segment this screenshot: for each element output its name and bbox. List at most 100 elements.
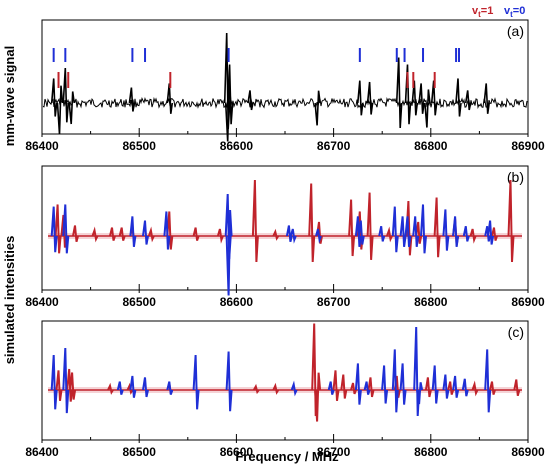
plot-frame <box>41 19 529 135</box>
spectral-line <box>91 226 99 243</box>
spectral-line <box>128 87 136 112</box>
legend-vt1: vt=1 <box>472 5 493 19</box>
spectral-line <box>399 363 407 405</box>
spectral-line <box>357 220 365 245</box>
spectral-line <box>415 221 423 244</box>
spectral-line <box>166 211 174 250</box>
spectral-line <box>381 365 389 404</box>
x-tick-label: 86800 <box>414 295 448 309</box>
spectral-line <box>290 380 298 397</box>
spectral-line <box>72 225 79 243</box>
spectral-line <box>404 216 412 247</box>
spectral-line <box>395 57 403 129</box>
x-tick-label: 86500 <box>123 295 157 309</box>
spectral-line <box>142 220 149 245</box>
spectral-line <box>391 206 399 253</box>
spectral-line <box>225 351 233 412</box>
spectral-line <box>433 197 441 258</box>
x-tick-label: 86600 <box>220 445 254 459</box>
x-tick-label: 86800 <box>414 139 448 153</box>
x-tick-label: 86700 <box>317 445 351 459</box>
x-tick-label: 86400 <box>25 445 59 459</box>
spectral-line <box>350 382 357 395</box>
spectral-line <box>56 85 64 135</box>
spectral-line <box>166 83 174 114</box>
spectral-line <box>62 67 70 123</box>
spectral-line <box>464 90 472 111</box>
spectral-line <box>452 216 460 247</box>
x-tick-label: 86900 <box>511 139 545 153</box>
spectral-line <box>272 228 280 241</box>
spectral-line <box>147 226 155 243</box>
spectral-line <box>314 372 322 422</box>
spectral-line <box>272 382 280 395</box>
spectral-line <box>285 225 293 243</box>
spectral-line <box>442 374 450 399</box>
spectral-line <box>252 383 260 395</box>
spectral-line <box>62 204 70 254</box>
x-tick-label: 86900 <box>511 445 545 459</box>
spectral-line <box>50 78 58 117</box>
spectral-line <box>107 382 114 395</box>
panel-c: 86400 86500 86600 86700 86800 86900 (c) <box>25 320 545 459</box>
spectral-line <box>129 216 137 247</box>
spectral-line <box>442 209 450 251</box>
spectral-line <box>411 80 419 116</box>
panel-label: (a) <box>507 23 524 39</box>
x-tick-label: 86500 <box>123 445 157 459</box>
spectral-line <box>366 81 374 115</box>
x-tick-label: 86800 <box>414 445 448 459</box>
spectral-line <box>50 354 58 410</box>
spectral-line <box>332 370 340 401</box>
spectral-line <box>327 381 335 395</box>
spectral-line <box>109 227 116 241</box>
spectral-line <box>412 216 420 247</box>
spectral-line <box>452 375 460 398</box>
spectral-line <box>507 179 515 263</box>
x-tick-label: 86700 <box>317 139 351 153</box>
x-tick-label: 86400 <box>25 139 59 153</box>
x-tick-label: 86600 <box>220 139 254 153</box>
spectral-line <box>378 226 386 242</box>
spectral-line <box>484 349 492 413</box>
spectral-line <box>315 228 322 244</box>
spectral-line <box>462 226 470 242</box>
spectral-line <box>357 80 364 116</box>
spectral-line <box>483 83 490 114</box>
y-axis-title-bottom: simulated intensities <box>2 236 17 365</box>
spectral-line <box>354 363 362 405</box>
spectral-line <box>118 227 126 241</box>
spectral-line <box>416 382 424 405</box>
panel-a: 86400 86500 86600 86700 86800 86900 (a) <box>25 19 545 153</box>
spectral-line <box>308 183 316 263</box>
spectral-line <box>163 211 171 250</box>
spectral-line <box>166 381 174 395</box>
spectral-line <box>50 206 58 253</box>
spectral-line <box>489 381 496 395</box>
x-tick-label: 86900 <box>511 295 545 309</box>
spectral-line <box>54 204 62 254</box>
x-axis-title: Frequency / MHz <box>235 449 339 464</box>
legend-vt0: vt=0 <box>504 5 525 19</box>
spectral-line <box>192 354 200 410</box>
spectral-line <box>424 89 431 128</box>
spectral-line <box>216 228 224 244</box>
spectral-line <box>289 228 297 244</box>
spectral-line <box>62 347 70 414</box>
x-tick-label: 86700 <box>317 295 351 309</box>
noise-trace <box>42 96 528 110</box>
spectral-line <box>226 64 234 125</box>
x-tick-label: 86600 <box>220 295 254 309</box>
spectral-line <box>142 377 149 398</box>
spectral-line <box>340 374 348 399</box>
spectral-line <box>314 90 321 126</box>
spectral-line <box>69 372 77 400</box>
spectral-line <box>68 91 75 125</box>
spectral-line <box>55 370 63 401</box>
spectral-line <box>386 226 393 243</box>
spectral-line <box>513 379 521 397</box>
x-tick-label: 86500 <box>123 139 157 153</box>
panel-label: (c) <box>508 324 524 340</box>
spectral-line <box>420 204 427 254</box>
